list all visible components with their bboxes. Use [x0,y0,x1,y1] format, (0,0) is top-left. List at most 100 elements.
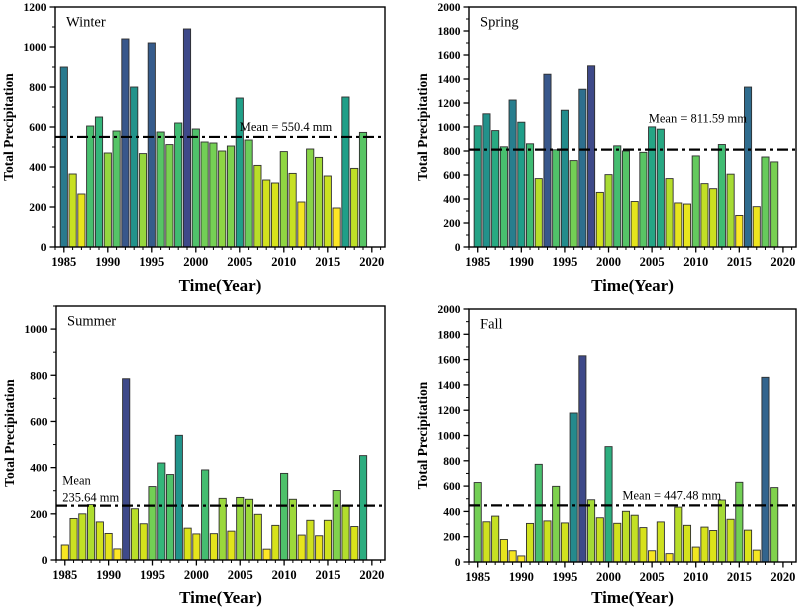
summer-panel: 0 200 400 600 800 1000 1985 1990 1995 2000 2005 201… [0,300,401,612]
y-tick-label-1000: 1000 [438,122,461,134]
bar-fall-1998 [587,499,596,563]
bar-summer-1997 [166,474,175,561]
y-tick-label-0: 0 [455,242,461,254]
bar-spring-1998 [587,65,596,248]
x-tick-label-2000: 2000 [183,255,208,269]
bar-summer-2011 [288,498,297,561]
x-tick-label-2020: 2020 [359,568,384,582]
bar-winter-1996 [156,131,165,248]
bar-summer-1987 [78,513,87,561]
bar-spring-2018 [761,156,770,248]
x-axis-title-summer: Time(Year) [179,588,262,607]
bar-winter-1988 [86,125,95,248]
bar-fall-1989 [508,550,517,563]
y-tick-label-400: 400 [30,463,48,475]
summer-chart: 0 200 400 600 800 1000 1985 1990 1995 2000 2005 201… [2,305,386,607]
bar-summer-2005 [236,496,245,561]
x-tick-label-2010: 2010 [683,255,708,269]
bar-summer-2019 [359,455,368,561]
bar-fall-2013 [717,499,726,563]
x-axis-title-winter: Time(Year) [179,276,262,295]
bar-winter-1998 [174,122,183,248]
bar-spring-2001 [613,145,622,248]
bar-winter-2004 [226,145,236,248]
x-tick-label-1985: 1985 [465,570,490,584]
bar-spring-1986 [482,113,491,248]
bar-fall-1997 [578,355,587,563]
x-tick-label-2010: 2010 [272,568,297,582]
panel-title-fall: Fall [480,317,503,333]
y-tick-label-1000: 1000 [438,431,461,443]
bar-winter-1994 [138,153,148,248]
bar-fall-2018 [761,376,770,563]
y-tick-label-2000: 2000 [438,2,461,14]
y-tick-label-1200: 1200 [438,98,461,110]
bar-winter-1993 [130,86,139,248]
bar-summer-2004 [227,530,236,561]
y-axis-title-spring: Total Precipitation [415,73,430,181]
y-axis-title-fall: Total Precipitation [415,381,430,489]
y-tick-label-200: 200 [443,218,461,230]
bar-summer-2009 [271,524,280,561]
bar-summer-1999 [183,527,192,561]
bar-spring-1993 [543,73,552,248]
bar-winter-2011 [288,172,297,248]
bar-summer-2010 [280,472,289,561]
y-tick-label-600: 600 [443,481,461,493]
y-tick-label-800: 800 [443,456,461,468]
bar-winter-1991 [112,130,121,248]
y-tick-label-1200: 1200 [24,2,47,14]
y-tick-label-800: 800 [29,82,47,94]
bar-spring-1985 [473,125,482,248]
bar-spring-2000 [604,174,613,248]
mean-annotation-fall-line1: Mean = 447.48 mm [622,488,721,502]
x-tick-label-2010: 2010 [271,255,296,269]
bar-summer-1988 [87,504,96,561]
y-tick-label-2000: 2000 [438,304,461,316]
bar-winter-2017 [341,96,350,248]
x-axis-title-spring: Time(Year) [591,276,674,295]
x-tick-label-2015: 2015 [315,568,340,582]
x-tick-label-2020: 2020 [770,255,795,269]
bar-winter-2002 [209,142,218,248]
bar-summer-1994 [139,523,148,561]
bar-summer-1986 [69,517,78,561]
x-tick-label-2020: 2020 [770,570,795,584]
bar-fall-2002 [621,510,630,563]
bar-spring-2011 [700,183,709,248]
spring-panel: 0 200 400 600 800 1000 1200 1400 1600 1800 2000 198… [401,0,802,300]
y-tick-label-1600: 1600 [438,50,461,62]
plot-frame [468,308,797,563]
y-tick-label-1200: 1200 [438,405,461,417]
bar-fall-2006 [656,521,665,563]
bar-winter-2014 [314,156,324,248]
bar-spring-1994 [552,149,561,248]
x-tick-label-2015: 2015 [727,570,752,584]
bar-fall-1990 [517,555,526,563]
x-tick-label-2010: 2010 [683,570,708,584]
bar-fall-2019 [770,487,779,563]
bar-summer-2017 [341,505,350,561]
y-tick-label-800: 800 [443,146,461,158]
plot-frame [468,6,797,248]
bar-fall-2001 [613,522,622,563]
x-tick-label-1995: 1995 [552,570,577,584]
bar-winter-1987 [77,193,86,248]
x-tick-label-1995: 1995 [139,255,164,269]
bar-winter-2008 [262,179,271,248]
fall-panel: 0 200 400 600 800 1000 1200 1400 1600 1800 2000 198… [401,300,802,612]
plot-frame [55,305,386,561]
winter-panel: 0 200 400 600 800 1000 1200 1985 1990 1995 2000 200… [0,0,401,300]
y-tick-label-200: 200 [30,509,48,521]
bar-summer-2018 [350,526,359,561]
y-tick-label-400: 400 [29,162,47,174]
bar-winter-2019 [358,131,368,248]
y-tick-label-1600: 1600 [438,355,461,367]
bar-spring-1990 [517,121,526,248]
bar-summer-2014 [315,535,324,561]
bar-summer-2003 [218,497,227,561]
bar-winter-1992 [121,38,130,248]
y-tick-label-400: 400 [443,194,461,206]
x-tick-label-1995: 1995 [140,568,165,582]
